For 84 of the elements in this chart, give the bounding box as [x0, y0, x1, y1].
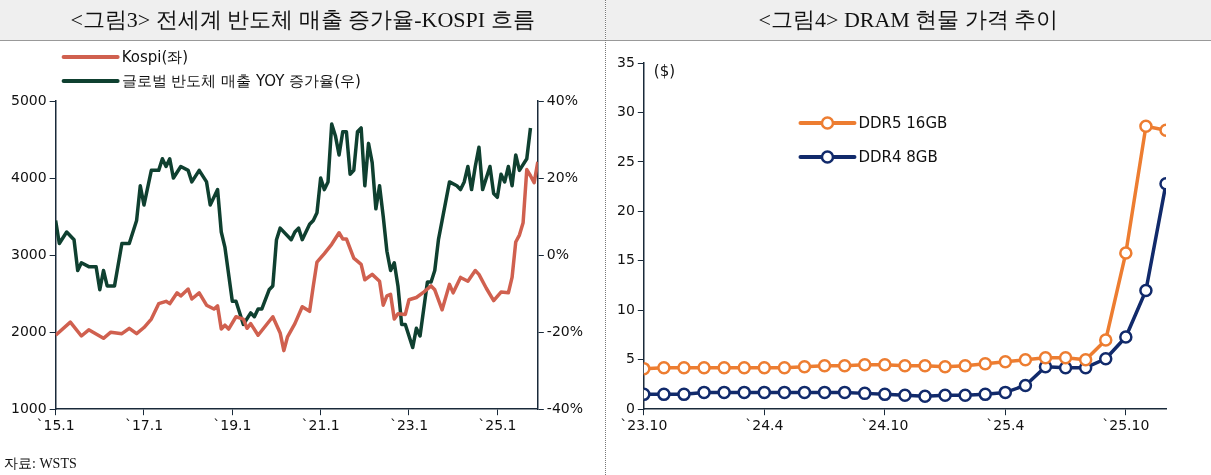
y-tick-label: 20 [616, 202, 635, 219]
point [817, 385, 832, 400]
point [958, 358, 972, 373]
point [857, 386, 872, 401]
point [717, 360, 731, 375]
y-axis-title: ($) [653, 62, 676, 81]
point [737, 385, 751, 400]
y-tick-label: 35 [616, 53, 635, 70]
x-tick-label: `21.1 [301, 417, 340, 434]
point [1119, 246, 1133, 260]
point [777, 385, 792, 400]
point [857, 357, 872, 372]
text: 자료: WSTS [4, 455, 77, 473]
point [1038, 351, 1053, 365]
point [797, 359, 812, 374]
y2-tick-label: 40% [546, 91, 578, 108]
x-tick-label: `23.1 [389, 417, 429, 434]
point [938, 359, 952, 374]
point [697, 385, 711, 400]
point [1058, 351, 1073, 365]
x-tick-label: `17.1 [124, 417, 164, 434]
x-tick-label: `19.1 [213, 417, 252, 434]
point [898, 358, 912, 373]
point [717, 385, 731, 400]
point [1139, 283, 1153, 298]
chart-title: <그림3> 전세계 반도체 매출 증가율-KOSPI 흐름 [0, 0, 605, 41]
x-tick-label: `24.4 [745, 417, 784, 434]
point [1018, 378, 1033, 393]
point [998, 385, 1013, 400]
x-tick-label: `15.1 [36, 417, 75, 434]
point [1099, 352, 1113, 366]
legend-label: DDR5 16GB [858, 113, 948, 132]
point [898, 388, 912, 403]
y2-tick-label: -20% [546, 322, 583, 339]
y-tick-label: 15 [616, 251, 635, 268]
point [777, 360, 792, 375]
point [1078, 352, 1093, 367]
point [958, 388, 972, 403]
y-tick-label: 5 [625, 350, 635, 367]
point [978, 356, 992, 371]
y-tick-label: 25 [616, 152, 635, 169]
point [1018, 352, 1033, 367]
point [1139, 119, 1153, 134]
point [918, 358, 932, 373]
point [938, 388, 952, 403]
y-tick-label: 1000 [10, 399, 47, 416]
legend-label: Kospi(좌) [121, 47, 189, 66]
point [998, 354, 1013, 369]
point [797, 385, 812, 400]
point [1119, 330, 1133, 344]
point [878, 357, 892, 372]
x-tick-label: `25.4 [986, 417, 1025, 434]
y-tick-label: 0 [625, 399, 635, 416]
legend-label: DDR4 8GB [858, 147, 938, 166]
x-tick-label: `25.1 [478, 417, 517, 434]
point [817, 358, 832, 373]
point [837, 358, 852, 373]
point [757, 385, 772, 400]
point [878, 387, 892, 402]
point [677, 387, 691, 402]
legend-label: 글로벌 반도체 매출 YOY 증가율(우) [121, 71, 361, 90]
y2-tick-label: 0% [546, 245, 570, 262]
y-tick-label: 5000 [10, 91, 47, 108]
chart-title: <그림4> DRAM 현물 가격 추이 [606, 0, 1211, 41]
point [1099, 333, 1113, 347]
point [697, 360, 711, 375]
y2-tick-label: 20% [546, 168, 578, 185]
point [837, 385, 852, 400]
y-tick-label: 2000 [10, 322, 47, 339]
y2-tick-label: -40% [546, 399, 583, 416]
x-tick-label: `23.10 [620, 417, 668, 434]
x-tick-label: `24.10 [861, 417, 909, 434]
point [978, 387, 992, 402]
point [737, 360, 751, 375]
point [757, 360, 772, 375]
point [677, 360, 691, 375]
y-tick-label: 10 [616, 300, 635, 317]
y-tick-label: 30 [616, 103, 635, 120]
x-tick-label: `25.10 [1102, 417, 1150, 434]
point [918, 389, 932, 404]
y-tick-label: 4000 [10, 168, 47, 185]
point [657, 387, 671, 402]
point [657, 360, 671, 375]
y-tick-label: 3000 [10, 245, 47, 262]
